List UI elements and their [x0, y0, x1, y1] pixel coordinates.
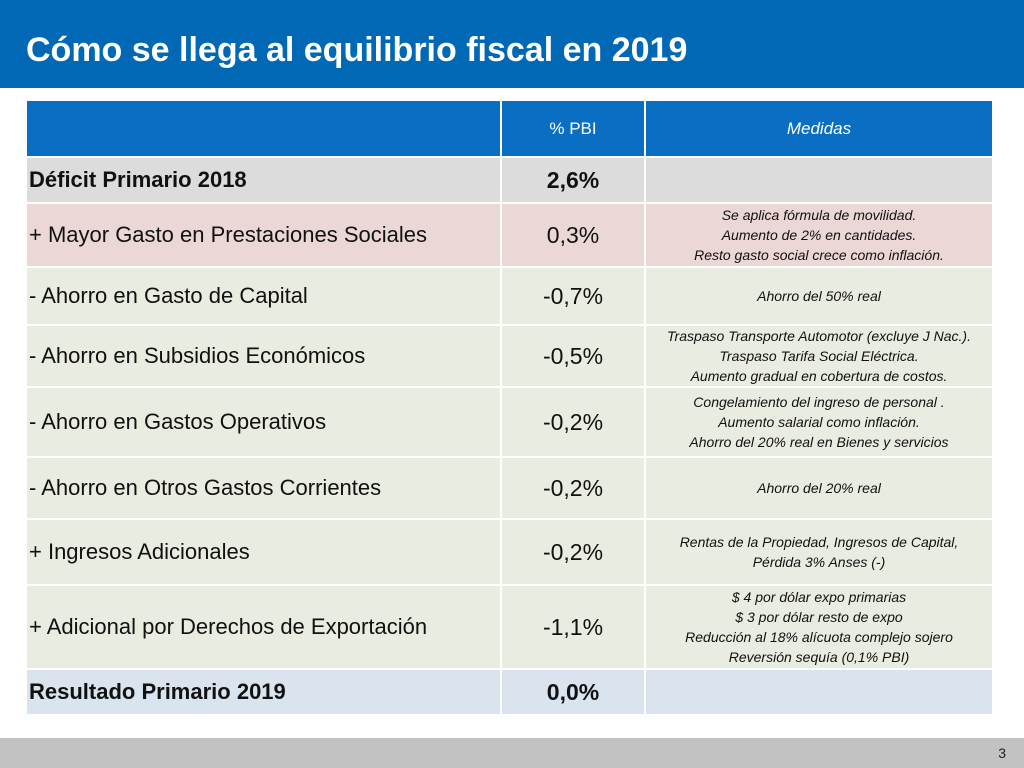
row-value: -0,7%	[502, 268, 644, 324]
row-medidas: Se aplica fórmula de movilidad. Aumento d…	[646, 204, 992, 266]
medida-line: $ 3 por dólar resto de expo	[735, 609, 903, 625]
table-row: + Mayor Gasto en Prestaciones Sociales 0…	[27, 204, 992, 266]
medida-line: Traspaso Transporte Automotor (excluye J…	[667, 328, 971, 344]
header-pbi: % PBI	[502, 101, 644, 156]
table-row: - Ahorro en Subsidios Económicos -0,5% T…	[27, 326, 992, 386]
table-row: - Ahorro en Otros Gastos Corrientes -0,2…	[27, 458, 992, 518]
medida-line: $ 4 por dólar expo primarias	[731, 589, 907, 605]
row-value: -0,2%	[502, 458, 644, 518]
medida-line: Traspaso Tarifa Social Eléctrica.	[719, 348, 919, 364]
row-medidas: Congelamiento del ingreso de personal . A…	[646, 388, 992, 456]
medida-line: Reversión sequía (0,1% PBI)	[728, 649, 910, 665]
title-bar: Cómo se llega al equilibrio fiscal en 20…	[0, 0, 1024, 88]
row-label: Déficit Primario 2018	[27, 158, 500, 202]
row-label: + Ingresos Adicionales	[27, 520, 500, 584]
row-value: -0,2%	[502, 388, 644, 456]
medida-line: Congelamiento del ingreso de personal .	[693, 394, 945, 410]
row-medidas	[646, 670, 992, 714]
row-label: - Ahorro en Gastos Operativos	[27, 388, 500, 456]
footer-bar: 3	[0, 738, 1024, 768]
row-value: -0,5%	[502, 326, 644, 386]
row-label: - Ahorro en Subsidios Económicos	[27, 326, 500, 386]
row-value: 0,3%	[502, 204, 644, 266]
row-label: - Ahorro en Otros Gastos Corrientes	[27, 458, 500, 518]
row-value: -0,2%	[502, 520, 644, 584]
row-value: 2,6%	[502, 158, 644, 202]
table-row: - Ahorro en Gasto de Capital -0,7% Ahorr…	[27, 268, 992, 324]
medida-line: Aumento gradual en cobertura de costos.	[690, 368, 948, 384]
row-label: Resultado Primario 2019	[27, 670, 500, 714]
medida-line: Ahorro del 20% real	[757, 480, 881, 496]
row-label: - Ahorro en Gasto de Capital	[27, 268, 500, 324]
row-medidas: Rentas de la Propiedad, Ingresos de Capi…	[646, 520, 992, 584]
slide-title: Cómo se llega al equilibrio fiscal en 20…	[26, 31, 688, 69]
row-medidas: Traspaso Transporte Automotor (excluye J…	[646, 326, 992, 386]
table-row: - Ahorro en Gastos Operativos -0,2% Cong…	[27, 388, 992, 456]
medida-line: Se aplica fórmula de movilidad.	[721, 207, 917, 223]
header-medidas: Medidas	[646, 101, 992, 156]
page-number: 3	[998, 745, 1006, 761]
table-row: + Ingresos Adicionales -0,2% Rentas de l…	[27, 520, 992, 584]
row-value: -1,1%	[502, 586, 644, 668]
medida-line: Aumento de 2% en cantidades.	[721, 227, 917, 243]
row-medidas: $ 4 por dólar expo primarias $ 3 por dóla…	[646, 586, 992, 668]
row-medidas: Ahorro del 20% real	[646, 458, 992, 518]
table-row: + Adicional por Derechos de Exportación …	[27, 586, 992, 668]
row-label: + Adicional por Derechos de Exportación	[27, 586, 500, 668]
medida-line: Pérdida 3% Anses (-)	[752, 554, 886, 570]
fiscal-table-container: % PBI Medidas Déficit Primario 2018 2,6%…	[27, 101, 994, 716]
row-label: + Mayor Gasto en Prestaciones Sociales	[27, 204, 500, 266]
table-row: Resultado Primario 2019 0,0%	[27, 670, 992, 714]
row-value: 0,0%	[502, 670, 644, 714]
header-concept	[27, 101, 500, 156]
row-medidas	[646, 158, 992, 202]
medida-line: Aumento salarial como inflación.	[718, 414, 920, 430]
medida-line: Ahorro del 50% real	[757, 288, 881, 304]
medida-line: Rentas de la Propiedad, Ingresos de Capi…	[679, 534, 959, 550]
table-row: Déficit Primario 2018 2,6%	[27, 158, 992, 202]
row-medidas: Ahorro del 50% real	[646, 268, 992, 324]
medida-line: Reducción al 18% alícuota complejo sojer…	[685, 629, 953, 645]
medida-line: Ahorro del 20% real en Bienes y servicio…	[689, 434, 949, 450]
table-body: Déficit Primario 2018 2,6% + Mayor Gasto…	[27, 158, 992, 714]
fiscal-balance-table: % PBI Medidas Déficit Primario 2018 2,6%…	[25, 99, 994, 716]
table-header-row: % PBI Medidas	[27, 101, 992, 156]
medida-line: Resto gasto social crece como inflación.	[694, 247, 944, 263]
